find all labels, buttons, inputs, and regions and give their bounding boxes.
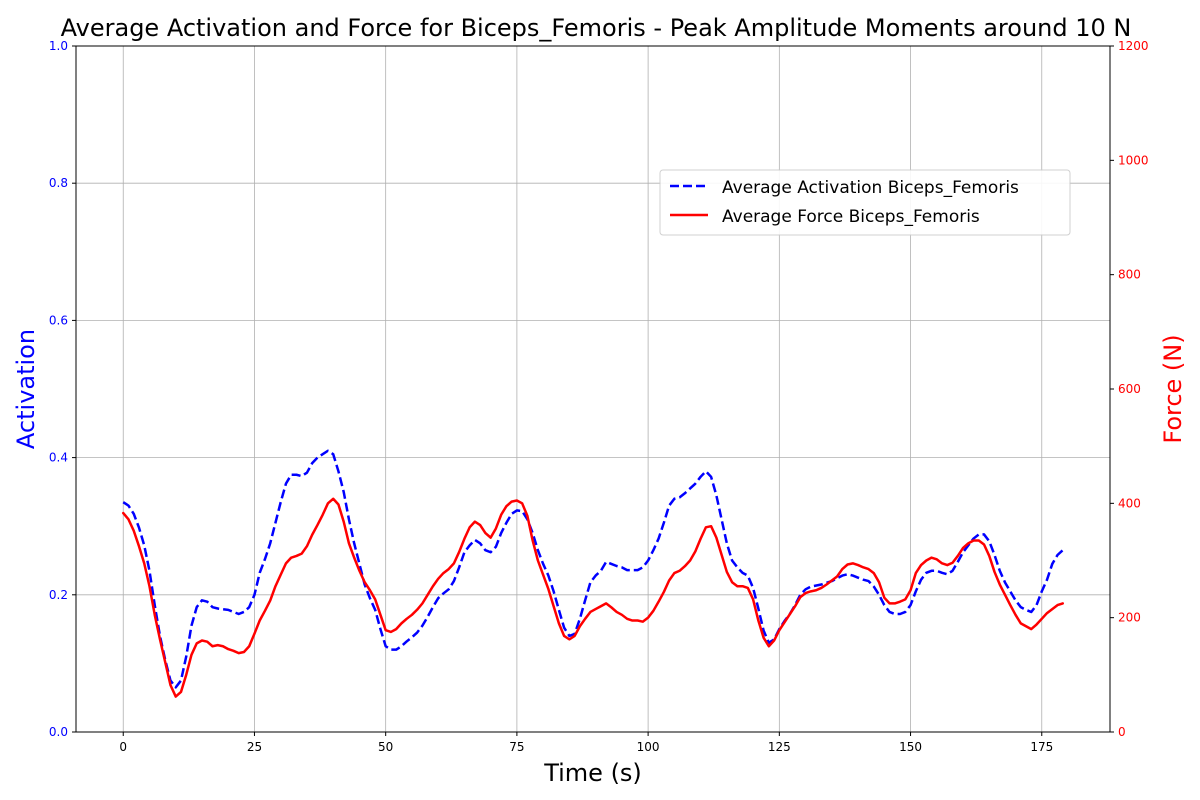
legend-activation-label: Average Activation Biceps_Femoris <box>722 178 1019 198</box>
chart-title: Average Activation and Force for Biceps_… <box>61 14 1132 42</box>
right-y-tick-label: 200 <box>1118 611 1141 625</box>
x-tick-label: 100 <box>637 740 660 754</box>
right-y-tick-label: 600 <box>1118 382 1141 396</box>
axis-ticks: 0 25 50 75 100 125 150 175 0.0 0.2 0.4 0.6 0.8 1.0 0 20… <box>49 39 1149 754</box>
left-y-tick-label: 0.6 <box>49 313 68 327</box>
x-tick-label: 0 <box>119 740 127 754</box>
left-y-tick-label: 0.4 <box>49 451 68 465</box>
left-y-axis-label: Activation <box>12 329 40 449</box>
legend: Average Activation Biceps_Femoris Averag… <box>659 169 1071 236</box>
right-y-tick-label: 800 <box>1118 268 1141 282</box>
right-y-tick-label: 1200 <box>1118 39 1149 53</box>
right-y-axis-label: Force (N) <box>1159 334 1187 443</box>
x-axis-label: Time (s) <box>543 759 642 787</box>
left-y-tick-label: 0.8 <box>49 176 68 190</box>
activation-series-line <box>122 449 1064 689</box>
right-y-tick-label: 0 <box>1118 725 1126 739</box>
legend-box <box>659 169 1071 236</box>
x-tick-label: 25 <box>247 740 262 754</box>
left-y-tick-label: 0.0 <box>49 725 68 739</box>
series-lines <box>121 449 1065 698</box>
force-series-line <box>121 497 1065 698</box>
left-y-tick-label: 1.0 <box>49 39 68 53</box>
x-tick-label: 50 <box>378 740 393 754</box>
x-tick-label: 125 <box>768 740 791 754</box>
right-y-tick-label: 400 <box>1118 496 1141 510</box>
right-y-tick-label: 1000 <box>1118 153 1149 167</box>
legend-force-label: Average Force Biceps_Femoris <box>722 207 980 227</box>
x-tick-label: 150 <box>899 740 922 754</box>
left-y-tick-label: 0.2 <box>49 588 68 602</box>
x-tick-label: 175 <box>1030 740 1053 754</box>
x-tick-label: 75 <box>509 740 524 754</box>
